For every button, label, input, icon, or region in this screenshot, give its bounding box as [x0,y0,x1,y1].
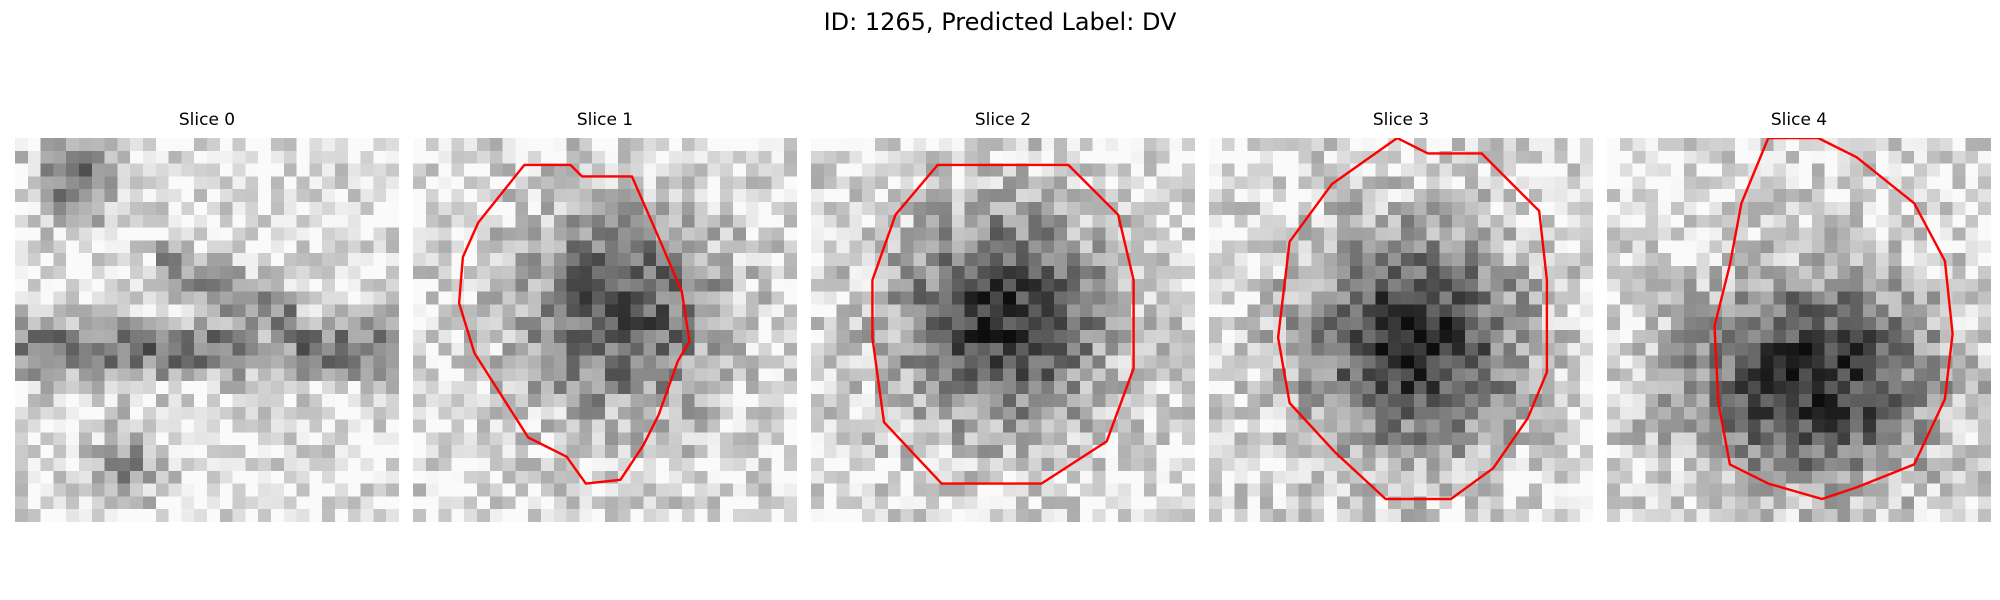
slice-image [811,138,1195,522]
slice-image [413,138,797,522]
pixel-grid [1209,138,1593,522]
slice-panel-2: Slice 2 [811,108,1195,522]
pixel-grid [15,138,399,522]
pixel-grid [413,138,797,522]
slice-title: Slice 1 [413,108,797,132]
pixel-grid [1607,138,1991,522]
slice-image [1209,138,1593,522]
slice-title: Slice 2 [811,108,1195,132]
slice-panel-4: Slice 4 [1607,108,1991,522]
slice-title: Slice 0 [15,108,399,132]
slice-title: Slice 4 [1607,108,1991,132]
slice-panel-0: Slice 0 [15,108,399,522]
slice-title: Slice 3 [1209,108,1593,132]
figure-title: ID: 1265, Predicted Label: DV [0,6,2000,38]
slice-image [15,138,399,522]
pixel-grid [811,138,1195,522]
slice-panel-3: Slice 3 [1209,108,1593,522]
slice-image [1607,138,1991,522]
slice-panel-1: Slice 1 [413,108,797,522]
